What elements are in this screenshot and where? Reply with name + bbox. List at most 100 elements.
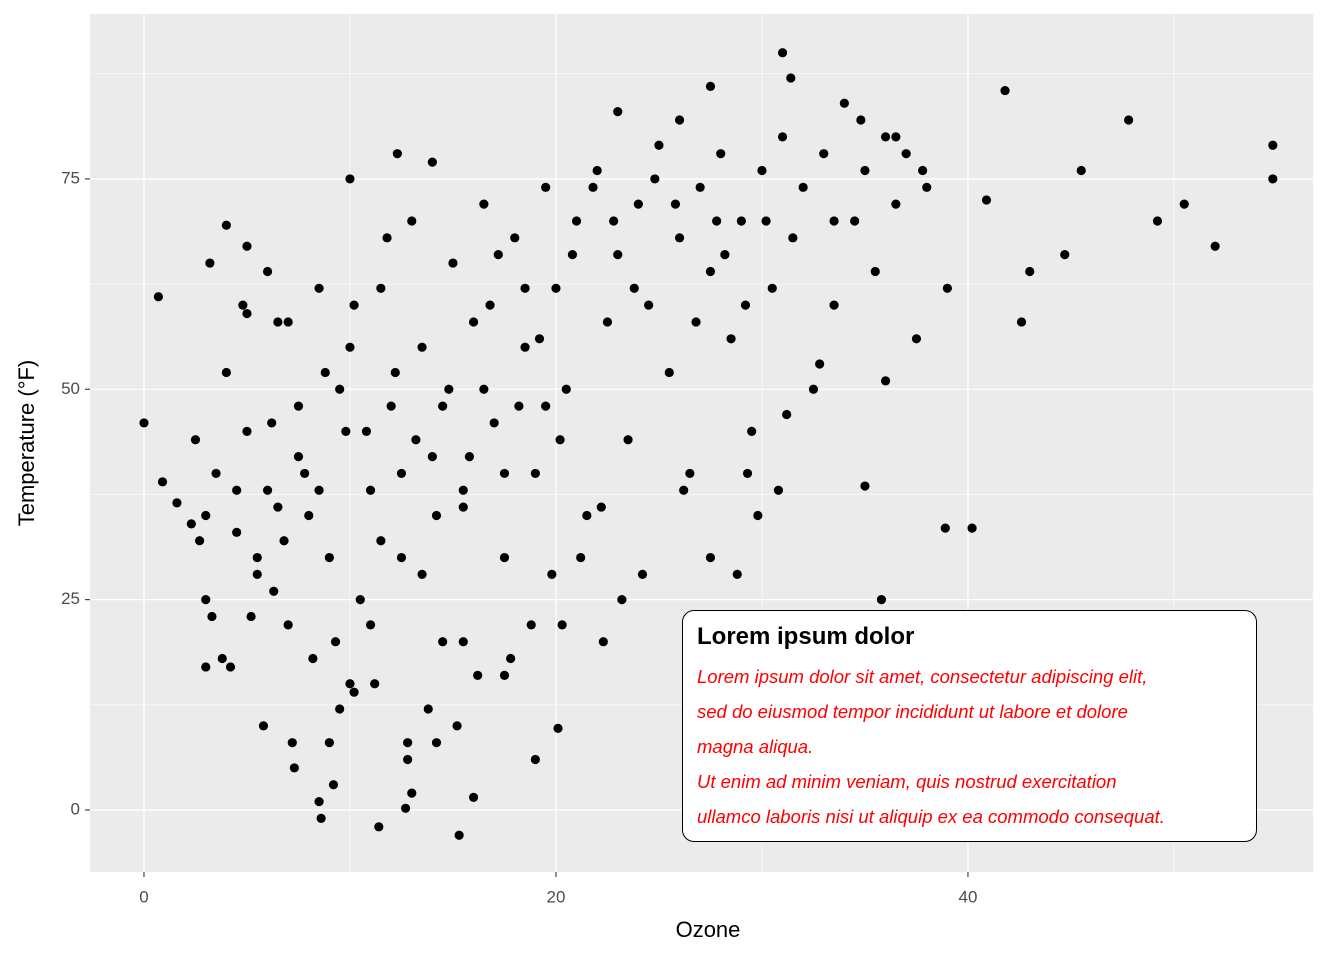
- point: [221, 220, 231, 230]
- point: [782, 409, 792, 420]
- point: [691, 317, 701, 327]
- point: [777, 48, 788, 58]
- point: [613, 250, 623, 260]
- point: [880, 376, 891, 386]
- point: [361, 426, 372, 436]
- point: [324, 738, 334, 748]
- point: [839, 98, 849, 108]
- point: [246, 611, 256, 622]
- point: [1124, 115, 1134, 125]
- point: [376, 536, 386, 546]
- y-tick-label: 0: [71, 799, 80, 818]
- annotation-line: magna aliqua.: [697, 736, 814, 757]
- point: [650, 174, 660, 184]
- point: [252, 569, 262, 579]
- point: [742, 468, 753, 479]
- point: [324, 552, 334, 563]
- point: [1076, 165, 1086, 176]
- point: [786, 73, 796, 83]
- point: [685, 468, 695, 479]
- point: [232, 485, 242, 495]
- point: [427, 157, 437, 167]
- point: [267, 418, 277, 428]
- point: [629, 283, 639, 293]
- point: [390, 367, 400, 378]
- point: [1179, 199, 1189, 209]
- x-tick-label: 20: [547, 887, 566, 906]
- point: [458, 502, 468, 512]
- point: [382, 233, 392, 243]
- point: [571, 216, 582, 226]
- point: [757, 165, 767, 176]
- point: [860, 165, 870, 176]
- point: [157, 477, 168, 487]
- point: [819, 149, 829, 159]
- point: [582, 510, 592, 521]
- point: [211, 468, 221, 479]
- x-tick-label: 0: [139, 887, 148, 906]
- point: [438, 401, 448, 411]
- point: [287, 738, 297, 748]
- point: [670, 199, 681, 209]
- point: [1152, 216, 1163, 226]
- point: [891, 199, 901, 209]
- point: [458, 485, 468, 495]
- point: [407, 216, 417, 226]
- point: [221, 367, 231, 378]
- y-tick-label: 75: [61, 168, 80, 187]
- point: [314, 796, 324, 807]
- point: [238, 300, 248, 310]
- point: [541, 401, 551, 411]
- point: [674, 233, 685, 243]
- point: [705, 81, 716, 91]
- point: [293, 451, 304, 462]
- point: [242, 241, 252, 251]
- point: [829, 300, 839, 310]
- point: [644, 300, 654, 310]
- point: [499, 468, 510, 479]
- point: [815, 359, 825, 369]
- point: [396, 468, 407, 479]
- point: [534, 334, 545, 344]
- y-tick-label: 50: [61, 379, 80, 398]
- point: [1268, 140, 1278, 150]
- point: [576, 552, 586, 563]
- point: [190, 435, 201, 445]
- point: [617, 595, 627, 605]
- point: [567, 250, 578, 260]
- point: [328, 780, 339, 790]
- point: [609, 216, 619, 226]
- point: [911, 334, 922, 344]
- point: [499, 552, 510, 563]
- point: [613, 107, 623, 117]
- point: [431, 738, 442, 748]
- point: [289, 763, 299, 773]
- point: [403, 754, 413, 765]
- point: [880, 132, 891, 142]
- point: [918, 165, 928, 176]
- point: [860, 481, 870, 491]
- point: [732, 569, 742, 579]
- point: [479, 199, 489, 209]
- point: [808, 384, 819, 394]
- point: [856, 115, 866, 125]
- point: [320, 367, 330, 378]
- y-axis-title: Temperature (°F): [14, 360, 39, 527]
- point: [417, 569, 427, 579]
- point: [798, 182, 808, 192]
- annotation-line: Lorem ipsum dolor sit amet, consectetur …: [697, 666, 1148, 687]
- point: [407, 788, 417, 798]
- point: [242, 426, 252, 436]
- point: [940, 523, 950, 533]
- point: [314, 485, 324, 495]
- point: [870, 266, 880, 277]
- point: [396, 552, 407, 563]
- point: [891, 132, 901, 142]
- point: [464, 451, 475, 462]
- point: [273, 502, 283, 512]
- point: [252, 552, 262, 563]
- point: [314, 283, 324, 293]
- point: [679, 485, 689, 495]
- point: [922, 182, 932, 192]
- point: [850, 216, 860, 226]
